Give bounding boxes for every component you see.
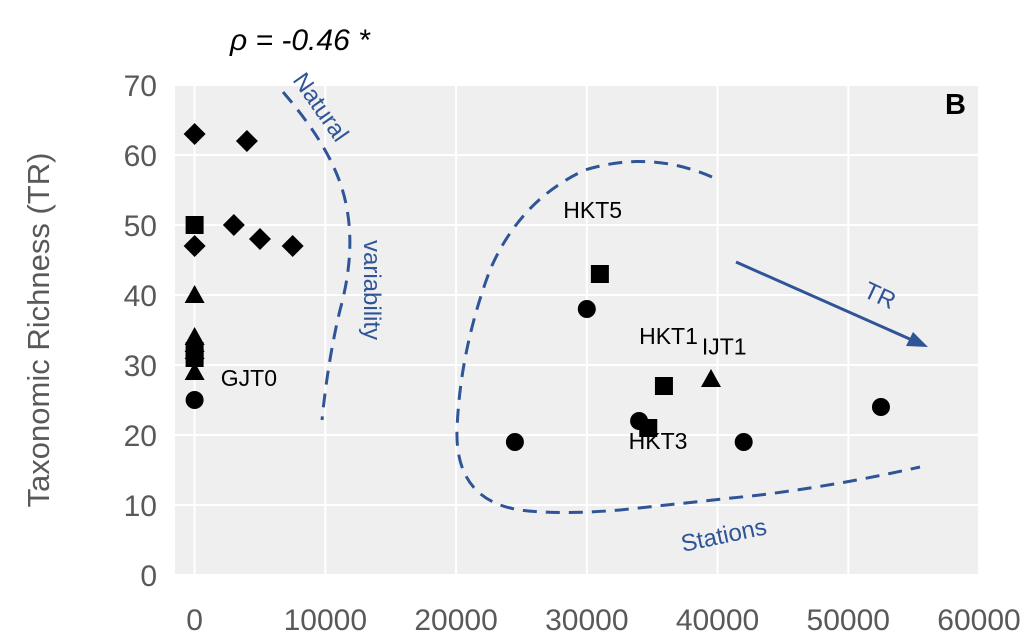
data-points [183, 123, 890, 451]
point-label: GJT0 [221, 365, 277, 391]
variability-label: variability [358, 240, 385, 340]
panel-letter: B [945, 89, 966, 121]
y-tick-label: 10 [124, 490, 157, 523]
diamond-point [222, 214, 245, 236]
correlation-annotation: ρ = -0.46 * [229, 24, 371, 57]
x-tick-label: 50000 [807, 604, 890, 637]
x-tick-label: 60000 [937, 604, 1020, 637]
triangle-point [184, 341, 205, 359]
y-axis-ticks: 0 10 20 30 40 50 60 70 [124, 70, 157, 593]
x-tick-label: 10000 [284, 604, 367, 637]
x-tick-label: 40000 [676, 604, 759, 637]
y-tick-label: 40 [124, 280, 157, 313]
diamond-point [248, 228, 271, 250]
triangle-point [184, 285, 205, 303]
x-tick-label: 0 [186, 604, 203, 637]
y-tick-label: 60 [124, 140, 157, 173]
y-tick-label: 0 [140, 560, 157, 593]
circle-point [734, 433, 753, 451]
y-tick-label: 50 [124, 210, 157, 243]
square-point [185, 216, 204, 234]
y-tick-label: 30 [124, 350, 157, 383]
x-tick-label: 20000 [414, 604, 497, 637]
y-tick-label: 20 [124, 420, 157, 453]
circle-point [185, 391, 204, 409]
natural-variability-boundary [281, 91, 352, 421]
circle-point [577, 300, 596, 318]
point-labels: GJT0 HKT5 HKT1 IJT1 HKT3 [221, 197, 747, 454]
x-tick-label: 30000 [545, 604, 628, 637]
diamond-point [183, 123, 206, 145]
point-label: IJT1 [702, 334, 747, 360]
y-axis-title: Taxonomic Richness (TR) [21, 153, 56, 508]
y-tick-label: 70 [124, 70, 157, 103]
triangle-point [701, 369, 721, 387]
point-label: HKT1 [639, 323, 698, 349]
circle-point [630, 412, 649, 430]
stations-boundary [455, 159, 921, 514]
diamond-point [235, 130, 258, 152]
x-axis-ticks: 0 10000 20000 30000 40000 50000 60000 [186, 604, 1020, 637]
tr-trend-arrowhead [906, 332, 928, 347]
circle-point [871, 398, 890, 416]
circle-point [505, 433, 524, 451]
point-label: HKT5 [563, 197, 622, 223]
square-point [654, 377, 673, 395]
triangle-point [184, 362, 205, 380]
diamond-point [183, 235, 206, 257]
plot-area [175, 85, 979, 575]
square-point [590, 265, 609, 283]
grid [175, 84, 980, 576]
diamond-point [281, 235, 304, 257]
point-label: HKT3 [629, 428, 688, 454]
tr-trend-arrow [735, 260, 913, 342]
